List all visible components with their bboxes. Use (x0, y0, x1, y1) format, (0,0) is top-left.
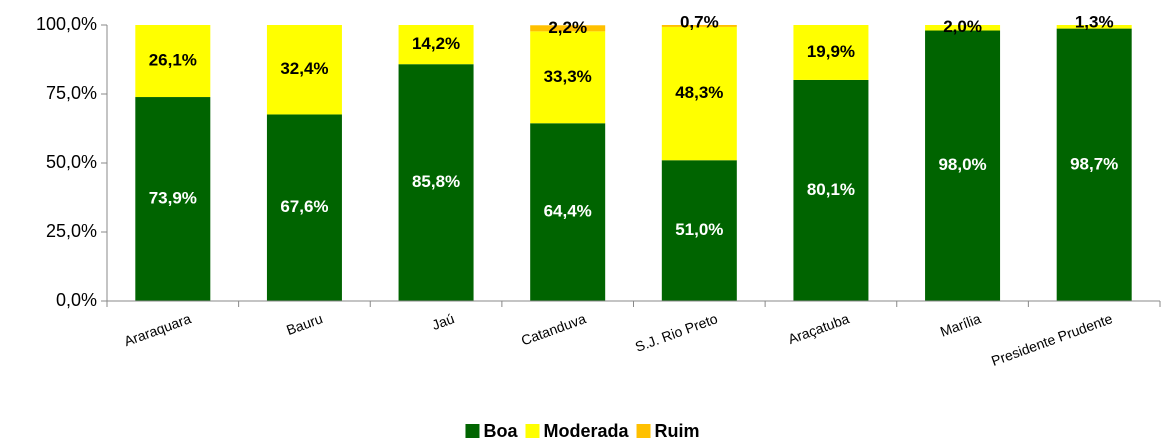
value-label: 64,4% (544, 202, 592, 221)
x-tick-label: Catanduva (519, 310, 588, 348)
bar-segment (266, 25, 342, 115)
bar-segment (793, 25, 869, 80)
bar-segment (530, 123, 606, 301)
bar-segment (398, 25, 474, 65)
bar-segment (398, 64, 474, 301)
bar-segment (661, 25, 737, 27)
value-label: 67,6% (280, 197, 328, 216)
x-tick-label: Marília (938, 310, 983, 339)
y-tick-label: 50,0% (46, 152, 97, 172)
bar-segment (1056, 25, 1132, 29)
legend-label: Ruim (655, 421, 700, 440)
x-tick-label: S.J. Rio Preto (633, 310, 720, 355)
value-label: 48,3% (675, 83, 723, 102)
x-tick-label: Jaú (430, 310, 457, 333)
bar-segment (925, 30, 1001, 302)
bar-segment (135, 25, 211, 98)
value-label: 0,7% (680, 12, 719, 31)
value-label: 98,0% (938, 155, 986, 174)
y-tick-label: 75,0% (46, 83, 97, 103)
bar-segment (530, 31, 606, 124)
bar-segment (661, 160, 737, 301)
value-label: 1,3% (1075, 12, 1114, 31)
legend-swatch (636, 424, 651, 438)
bar-segment (135, 97, 211, 301)
legend-swatch (525, 424, 540, 438)
y-tick-label: 25,0% (46, 221, 97, 241)
x-tick-label: Araçatuba (786, 310, 852, 347)
value-label: 14,2% (412, 34, 460, 53)
value-label: 2,0% (943, 17, 982, 36)
bar-segment (793, 79, 869, 301)
legend-label: Boa (483, 421, 518, 440)
value-label: 51,0% (675, 220, 723, 239)
legend-label: Moderada (543, 421, 629, 440)
value-label: 26,1% (149, 51, 197, 70)
x-tick-label: Araraquara (122, 310, 193, 349)
bar-segment (661, 26, 737, 161)
y-tick-label: 100,0% (36, 14, 97, 34)
value-label: 85,8% (412, 172, 460, 191)
x-tick-label: Bauru (284, 310, 325, 338)
value-label: 2,2% (548, 18, 587, 37)
bar-segment (266, 114, 342, 301)
value-label: 33,3% (544, 67, 592, 86)
value-label: 98,7% (1070, 154, 1118, 173)
value-label: 19,9% (807, 42, 855, 61)
value-label: 80,1% (807, 180, 855, 199)
bar-segment (925, 25, 1001, 31)
y-tick-label: 0,0% (56, 290, 97, 310)
legend-swatch (465, 424, 480, 438)
bar-segment (530, 25, 606, 32)
value-label: 73,9% (149, 189, 197, 208)
bar-segment (1056, 28, 1132, 301)
x-tick-label: Presidente Prudente (989, 310, 1115, 369)
value-label: 32,4% (280, 59, 328, 78)
